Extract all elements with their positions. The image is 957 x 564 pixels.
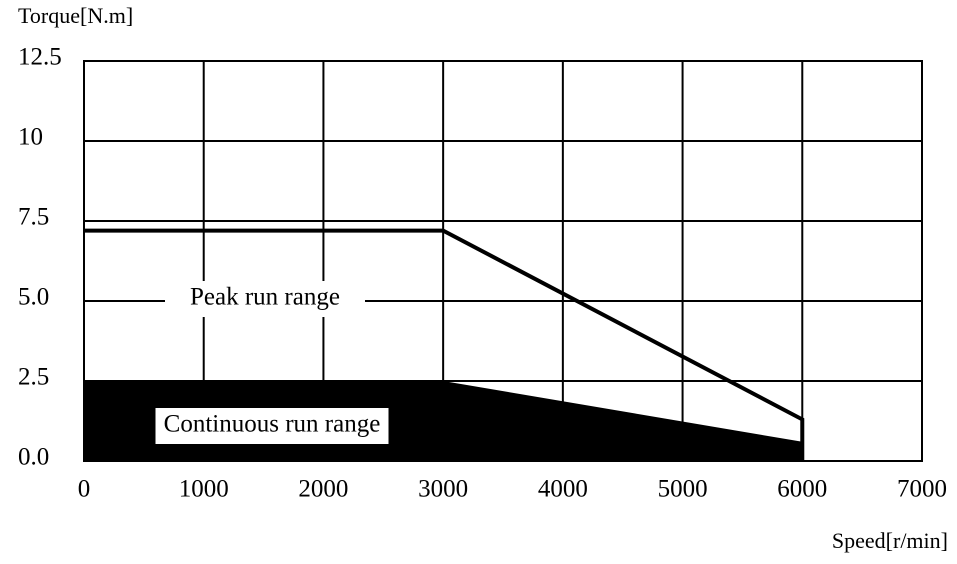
plot-frame <box>83 60 923 462</box>
y-tick-label: 10 <box>18 124 43 151</box>
label-background <box>165 281 365 317</box>
x-tick-label: 2000 <box>298 476 348 503</box>
x-tick-label: 7000 <box>897 476 947 503</box>
line <box>84 228 805 461</box>
y-axis-label: Torque[N.m] <box>18 3 133 28</box>
y-tick-label: 0.0 <box>18 444 49 471</box>
y-tick-label: 7.5 <box>18 204 49 231</box>
x-tick-label: 1000 <box>179 476 229 503</box>
x-tick-label: 6000 <box>777 476 827 503</box>
x-tick-label: 4000 <box>538 476 588 503</box>
label-background <box>155 408 389 444</box>
x-tick-label: 5000 <box>658 476 708 503</box>
y-tick-label: 5.0 <box>18 284 49 311</box>
x-tick-label: 3000 <box>418 476 468 503</box>
x-tick-label: 0 <box>78 476 91 503</box>
series-label: Peak run range <box>190 284 340 311</box>
y-tick-label: 12.5 <box>18 44 62 71</box>
x-axis-label: Speed[r/min] <box>832 528 948 553</box>
series-label: Continuous run range <box>164 411 381 438</box>
y-tick-label: 2.5 <box>18 364 49 391</box>
